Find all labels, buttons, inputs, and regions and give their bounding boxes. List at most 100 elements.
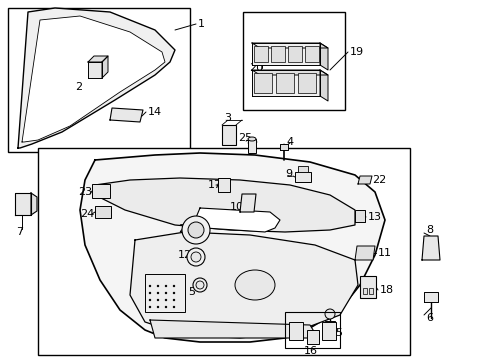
Polygon shape [31,193,37,215]
Polygon shape [150,320,317,338]
Ellipse shape [235,270,274,300]
Ellipse shape [247,137,256,141]
Polygon shape [240,194,256,212]
Bar [306,330,318,344]
Polygon shape [251,70,319,96]
Polygon shape [280,144,287,150]
Text: 19: 19 [349,47,364,57]
Polygon shape [110,108,142,122]
Circle shape [148,306,151,308]
Polygon shape [15,193,31,215]
Polygon shape [357,176,371,184]
Text: 24: 24 [80,209,94,219]
Bar [288,322,303,340]
Bar [297,166,307,172]
Bar [222,125,236,145]
Circle shape [187,222,203,238]
Text: 25: 25 [238,133,252,143]
Bar [368,288,372,294]
Text: 12: 12 [178,250,192,260]
Bar [218,178,229,192]
Polygon shape [251,43,319,65]
Bar [95,206,111,218]
Bar [285,312,339,348]
Polygon shape [195,208,280,232]
Polygon shape [80,153,384,342]
Circle shape [148,299,151,301]
Bar [362,288,366,294]
Circle shape [172,285,175,287]
Circle shape [172,299,175,301]
Bar [8,8,190,152]
Text: 17: 17 [207,180,222,190]
Polygon shape [251,43,327,48]
Text: 21: 21 [178,224,192,234]
Polygon shape [319,70,327,101]
Polygon shape [130,232,357,338]
Text: 22: 22 [371,175,386,185]
Bar [359,276,375,298]
Text: 16: 16 [304,346,317,356]
Polygon shape [421,236,439,260]
Bar [92,184,110,198]
Circle shape [148,285,151,287]
Text: 23: 23 [78,187,92,197]
Text: 4: 4 [285,137,292,147]
Text: 14: 14 [148,107,162,117]
Circle shape [193,278,206,292]
Bar [270,46,285,62]
Circle shape [157,306,159,308]
Text: 8: 8 [425,225,432,235]
Bar [253,73,271,93]
Bar [243,12,345,110]
Text: 10: 10 [229,202,244,212]
Bar [275,73,293,93]
Polygon shape [88,62,102,78]
Bar [325,321,334,328]
Circle shape [172,292,175,294]
Text: 1: 1 [198,19,204,29]
Text: 7: 7 [16,227,23,237]
Text: 18: 18 [379,285,393,295]
Bar [294,172,310,182]
Polygon shape [18,8,175,148]
Bar [247,139,256,153]
Circle shape [157,299,159,301]
Polygon shape [88,56,108,62]
Circle shape [164,292,167,294]
Text: 15: 15 [329,328,343,338]
Bar [38,148,409,355]
Polygon shape [22,16,164,142]
Text: 6: 6 [425,313,432,323]
Circle shape [164,306,167,308]
Circle shape [196,281,203,289]
Circle shape [157,292,159,294]
Text: 9: 9 [285,169,291,179]
Polygon shape [102,56,108,78]
Text: 13: 13 [367,212,381,222]
Circle shape [164,285,167,287]
Polygon shape [354,246,374,260]
Text: 3: 3 [224,113,230,123]
Bar [297,73,315,93]
Polygon shape [319,43,327,70]
Polygon shape [354,210,364,222]
Circle shape [172,306,175,308]
Polygon shape [423,292,437,302]
Circle shape [182,216,209,244]
Bar [253,46,267,62]
Polygon shape [95,178,354,232]
Polygon shape [251,70,327,75]
Bar [321,322,335,340]
Bar [305,46,318,62]
Text: 20: 20 [248,63,263,73]
Text: 11: 11 [377,248,391,258]
Circle shape [157,285,159,287]
Bar [287,46,302,62]
Circle shape [191,252,201,262]
Circle shape [186,248,204,266]
Circle shape [164,299,167,301]
Bar [145,274,184,312]
Text: 5: 5 [187,287,195,297]
Circle shape [148,292,151,294]
